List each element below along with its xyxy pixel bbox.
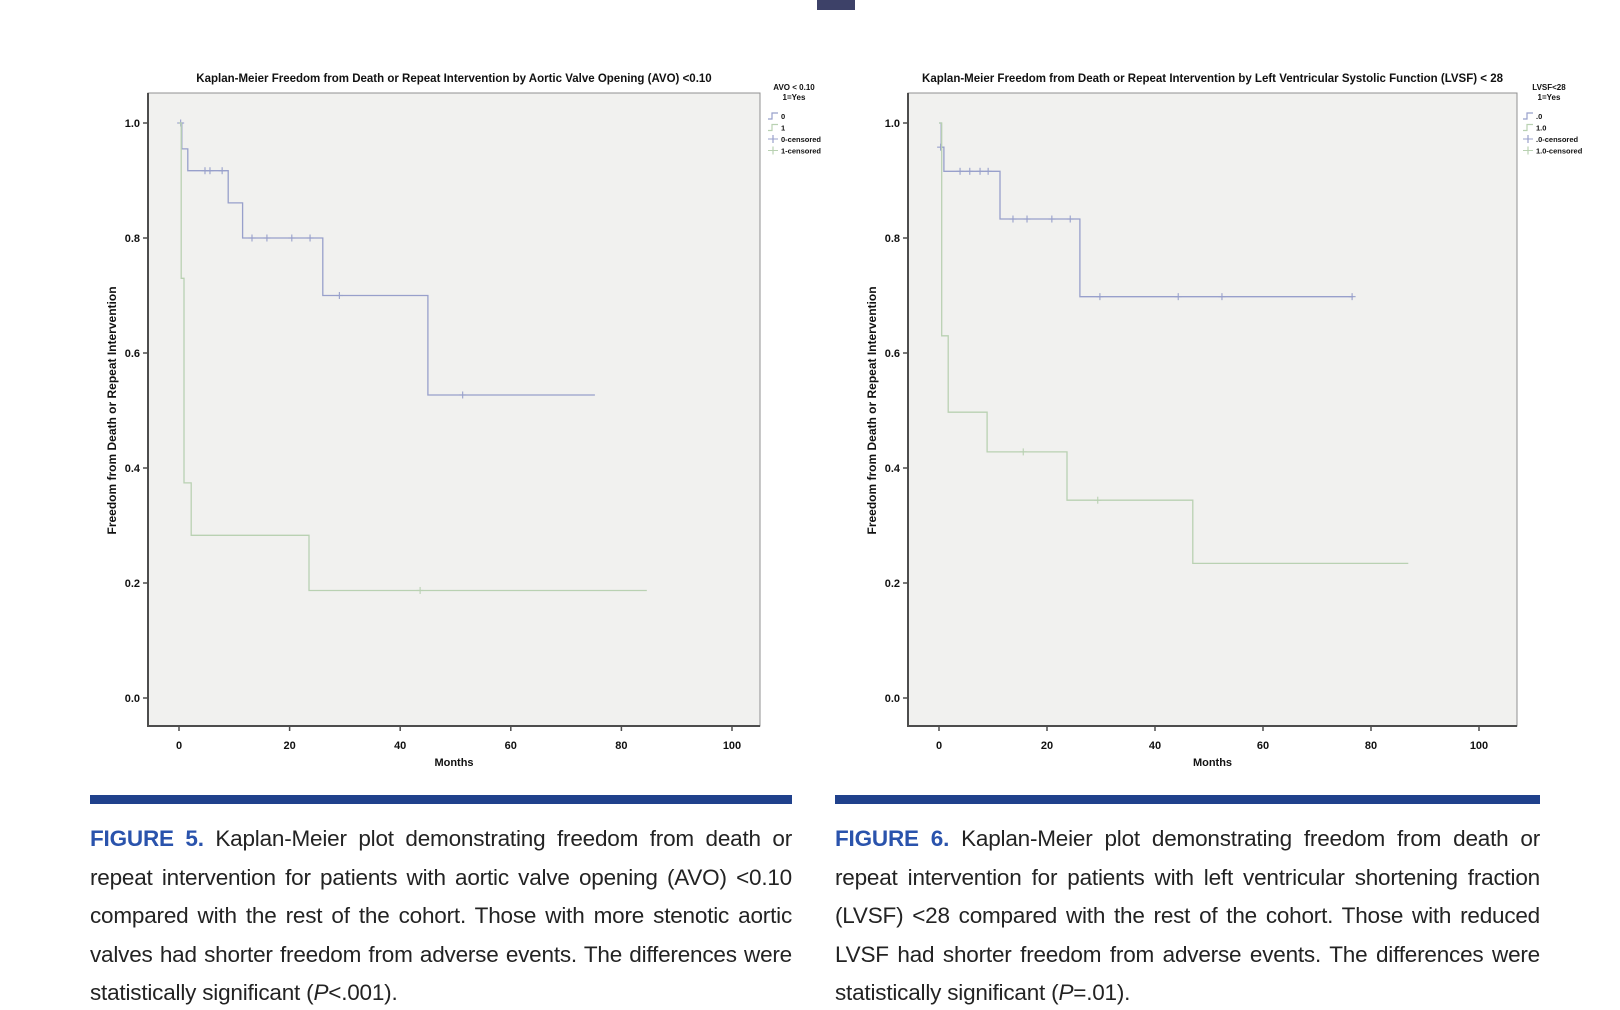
figure6-p-value: P [1058,980,1074,1005]
figure5-caption: FIGURE 5. Kaplan-Meier plot demonstratin… [90,820,792,1010]
figure5-rule [90,795,792,804]
figure5-label: FIGURE 5. [90,826,204,851]
x-tick-label: 60 [1257,740,1269,752]
x-axis-label: Months [434,757,473,769]
series-curve-1 [179,122,647,592]
legend-subtitle: 1=Yes [783,93,806,102]
legend-item-label: .0 [1536,112,1542,121]
x-tick-label: 100 [723,740,741,752]
figure6-rule [835,795,1540,804]
km-chart-avo: Kaplan-Meier Freedom from Death or Repea… [105,73,821,769]
y-tick-label: 1.0 [125,118,140,130]
figure6-caption: FIGURE 6. Kaplan-Meier plot demonstratin… [835,820,1540,1010]
x-tick-label: 80 [1365,740,1377,752]
x-tick-label: 20 [283,740,295,752]
legend-title: LVSF<28 [1532,83,1566,92]
km-chart-lvsf: Kaplan-Meier Freedom from Death or Repea… [865,73,1583,769]
series-curve-1.0 [939,122,1409,565]
x-tick-label: 40 [394,740,406,752]
y-tick-label: 0.0 [125,693,140,705]
x-tick-label: 20 [1041,740,1053,752]
legend-line-glyph [1523,112,1533,120]
legend-item-label: .0-censored [1536,135,1579,144]
figure6-label: FIGURE 6. [835,826,950,851]
legend-item-label: 1-censored [781,147,821,156]
legend-item-label: 1.0 [1536,124,1546,133]
chart-title: Kaplan-Meier Freedom from Death or Repea… [922,73,1504,85]
x-axis-label: Months [1193,757,1232,769]
y-tick-label: 0.4 [125,463,141,475]
figure5-p-value: P [313,980,329,1005]
y-tick-label: 0.6 [885,348,900,360]
y-axis-label: Freedom from Death or Repeat Interventio… [105,286,119,534]
legend-subtitle: 1=Yes [1538,93,1561,102]
page-header-chip [817,0,855,10]
series-curve-0 [179,122,595,396]
y-tick-label: 0.8 [125,233,140,245]
y-tick-label: 0.4 [885,463,901,475]
y-tick-label: 0.8 [885,233,900,245]
x-tick-label: 0 [176,740,182,752]
figure6-text-tail: =.01). [1073,980,1131,1005]
y-tick-label: 0.2 [885,578,900,590]
x-tick-label: 60 [505,740,517,752]
x-tick-label: 80 [615,740,627,752]
y-tick-label: 0.0 [885,693,900,705]
legend-title: AVO < 0.10 [773,83,815,92]
figure5-text: Kaplan-Meier plot demonstrating freedom … [90,826,793,1005]
legend-item-label: 0-censored [781,135,821,144]
chart-title: Kaplan-Meier Freedom from Death or Repea… [196,73,711,85]
figure5-text-tail: <.001). [328,980,398,1005]
legend-line-glyph [768,123,778,132]
legend-line-glyph [768,112,778,120]
y-tick-label: 0.2 [125,578,140,590]
legend-item-label: 1.0-censored [1536,147,1583,156]
x-tick-label: 40 [1149,740,1161,752]
legend-line-glyph [1523,123,1533,132]
plot-area [907,92,1518,727]
plot-area [147,92,761,727]
legend-item-label: 1 [781,124,785,133]
figure6-text: Kaplan-Meier plot demonstrating freedom … [835,826,1541,1005]
x-tick-label: 100 [1470,740,1488,752]
x-tick-label: 0 [936,740,942,752]
y-tick-label: 1.0 [885,118,900,130]
y-axis-label: Freedom from Death or Repeat Interventio… [865,286,879,534]
legend-item-label: 0 [781,112,785,121]
y-tick-label: 0.6 [125,348,140,360]
